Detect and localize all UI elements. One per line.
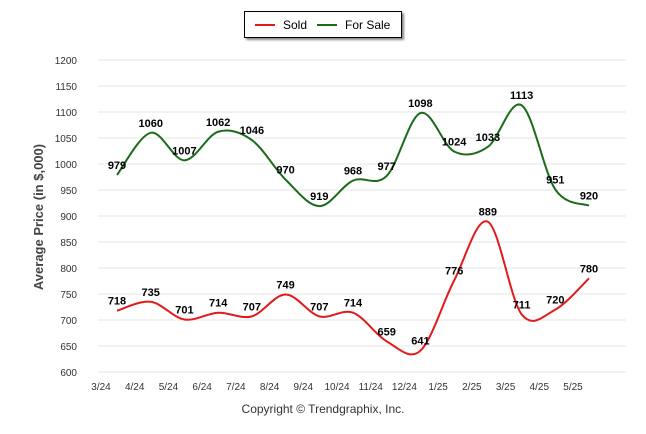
data-label-sold: 720 [546, 295, 564, 307]
y-tick-label: 1150 [55, 82, 77, 93]
series-lines [116, 103, 590, 356]
legend-label-sold: Sold [283, 18, 308, 32]
y-tick-label: 1050 [55, 134, 78, 145]
x-tick-labels: 3/24 4/24 5/24 6/24 7/24 8/24 9/24 10/24 11/24 12… [91, 382, 583, 393]
for-sale-swatch [317, 24, 337, 26]
data-label-sold: 707 [310, 301, 328, 313]
data-label-sold: 714 [209, 298, 228, 310]
x-tick-label: 9/24 [294, 382, 314, 393]
data-label-for-sale: 919 [310, 191, 328, 203]
x-tick-label: 4/25 [530, 382, 550, 393]
x-tick-label: 12/24 [392, 382, 417, 393]
data-label-for-sale: 1062 [206, 117, 230, 129]
data-label-for-sale: 1007 [172, 145, 196, 157]
x-tick-label: 5/24 [159, 382, 179, 393]
data-label-sold: 714 [344, 298, 363, 310]
x-tick-label: 7/24 [226, 382, 246, 393]
data-label-sold: 641 [411, 336, 429, 348]
x-tick-label: 8/24 [260, 382, 280, 393]
data-label-sold: 735 [142, 287, 160, 299]
x-tick-label: 6/24 [192, 382, 212, 393]
y-tick-label: 850 [60, 238, 77, 249]
x-tick-label: 3/25 [496, 382, 516, 393]
data-label-for-sale: 1098 [408, 98, 432, 110]
x-tick-label: 11/24 [359, 382, 384, 393]
data-label-for-sale: 920 [580, 191, 598, 203]
y-tick-label: 900 [60, 212, 77, 223]
y-tick-label: 650 [60, 342, 77, 353]
data-label-for-sale: 977 [378, 161, 396, 173]
copyright-text: Copyright © Trendgraphix, Inc. [241, 402, 405, 416]
series-line-sold [116, 220, 590, 356]
y-tick-label: 1100 [55, 108, 77, 119]
legend-label-for-sale: For Sale [345, 18, 391, 32]
data-label-sold: 701 [175, 304, 193, 316]
y-tick-labels: 600 650 700 750 800 850 900 950 1000 1050 1100 1150… [55, 56, 78, 379]
y-tick-label: 950 [60, 186, 77, 197]
data-label-for-sale: 1060 [138, 118, 162, 130]
gridlines [98, 59, 626, 373]
y-tick-label: 750 [60, 290, 77, 301]
data-label-for-sale: 1033 [476, 132, 500, 144]
data-label-sold: 707 [243, 301, 261, 313]
data-label-sold: 776 [445, 265, 463, 277]
y-axis-label: Average Price (in $,000) [31, 144, 46, 290]
x-tick-label: 4/24 [125, 382, 145, 393]
data-label-for-sale: 951 [546, 174, 564, 186]
series-line-for-sale [116, 103, 590, 208]
data-label-sold: 718 [108, 296, 126, 308]
x-tick-label: 5/25 [563, 382, 583, 393]
y-tick-label: 700 [60, 316, 77, 327]
x-tick-label: 1/25 [428, 382, 448, 393]
legend-item-for-sale[interactable]: For Sale [317, 18, 390, 32]
y-tick-label: 600 [60, 368, 77, 379]
data-label-sold: 749 [276, 280, 294, 292]
data-label-for-sale: 1113 [510, 90, 533, 102]
data-label-for-sale: 968 [344, 166, 362, 178]
data-label-for-sale: 979 [108, 160, 126, 172]
data-label-sold: 659 [378, 326, 396, 338]
data-label-sold: 889 [479, 207, 497, 219]
x-tick-label: 2/25 [462, 382, 482, 393]
data-label-sold: 780 [580, 263, 598, 275]
y-tick-label: 1200 [55, 56, 78, 67]
x-tick-label: 3/24 [91, 382, 111, 393]
data-label-for-sale: 1046 [240, 125, 264, 137]
y-tick-label: 1000 [55, 160, 78, 171]
y-tick-label: 800 [60, 264, 77, 275]
x-tick-label: 10/24 [324, 382, 349, 393]
data-labels: 718 735 701 714 707 749 707 714 659 641 776 889 711 7… [108, 90, 598, 347]
data-label-for-sale: 1024 [442, 137, 467, 149]
legend-item-sold[interactable]: Sold [255, 18, 307, 32]
data-label-for-sale: 970 [276, 165, 294, 177]
legend: Sold For Sale [244, 11, 402, 38]
data-label-sold: 711 [513, 299, 531, 311]
sold-swatch [255, 24, 275, 26]
